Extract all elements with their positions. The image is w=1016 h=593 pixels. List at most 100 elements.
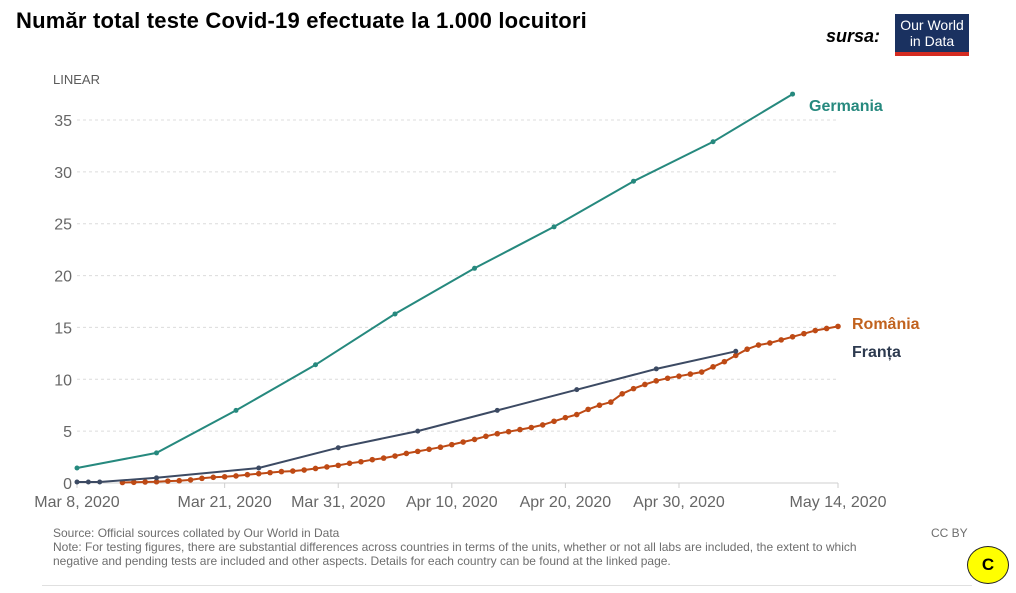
data-point[interactable]	[608, 399, 614, 405]
data-point[interactable]	[414, 448, 421, 455]
data-point[interactable]	[369, 456, 376, 463]
data-point[interactable]	[755, 342, 762, 348]
data-point[interactable]	[642, 381, 648, 388]
data-point[interactable]	[744, 346, 750, 353]
data-point[interactable]	[278, 468, 285, 475]
data-point[interactable]	[142, 479, 148, 485]
data-point[interactable]	[437, 444, 444, 451]
series-group	[74, 91, 841, 486]
data-point[interactable]	[494, 430, 501, 437]
data-point[interactable]	[165, 478, 171, 484]
data-point[interactable]	[619, 391, 625, 397]
data-point[interactable]	[153, 478, 160, 485]
data-point[interactable]	[574, 387, 580, 393]
data-point[interactable]	[290, 468, 296, 474]
data-point[interactable]	[335, 445, 341, 451]
data-point[interactable]	[790, 91, 796, 97]
data-point[interactable]	[823, 325, 830, 332]
series-line[interactable]	[122, 325, 839, 484]
data-point[interactable]	[653, 366, 659, 372]
data-point[interactable]	[562, 414, 569, 421]
data-point[interactable]	[403, 450, 410, 457]
data-point[interactable]	[801, 330, 807, 337]
line-chart: LINEAR 0 5 10 15 20 25 30 35 Mar 8, 2020 Mar 21,…	[34, 72, 920, 511]
data-point[interactable]	[494, 407, 500, 413]
data-point[interactable]	[767, 340, 773, 346]
data-point[interactable]	[630, 385, 637, 392]
data-point[interactable]	[698, 369, 705, 375]
data-point[interactable]	[426, 446, 432, 453]
series-românia	[119, 323, 841, 486]
data-point[interactable]	[472, 265, 478, 271]
data-point[interactable]	[528, 424, 535, 431]
data-point[interactable]	[176, 477, 183, 484]
data-point[interactable]	[539, 422, 546, 428]
data-point[interactable]	[778, 337, 785, 343]
data-point[interactable]	[346, 460, 353, 467]
data-point[interactable]	[415, 428, 421, 434]
data-point[interactable]	[130, 479, 137, 486]
owid-logo[interactable]: Our World in Data	[895, 14, 969, 56]
data-point[interactable]	[74, 465, 80, 471]
data-point[interactable]	[835, 323, 841, 330]
data-point[interactable]	[676, 373, 682, 379]
answer-badge: C	[967, 546, 1009, 584]
data-point[interactable]	[585, 406, 591, 413]
series-line[interactable]	[76, 93, 794, 469]
data-point[interactable]	[74, 479, 80, 485]
data-point[interactable]	[221, 473, 228, 480]
data-point[interactable]	[255, 470, 262, 477]
data-point[interactable]	[324, 464, 330, 470]
data-point[interactable]	[732, 352, 739, 359]
series-label[interactable]: România	[852, 316, 920, 333]
data-point[interactable]	[687, 371, 694, 377]
data-point[interactable]	[233, 473, 239, 479]
data-point[interactable]	[301, 467, 307, 473]
data-point[interactable]	[573, 411, 580, 418]
data-point[interactable]	[313, 362, 319, 368]
data-point[interactable]	[267, 469, 273, 476]
page-title: Număr total teste Covid-19 efectuate la …	[16, 8, 587, 33]
data-point[interactable]	[551, 418, 557, 425]
data-point[interactable]	[812, 327, 819, 334]
data-point[interactable]	[233, 407, 239, 413]
data-point[interactable]	[199, 475, 205, 482]
data-point[interactable]	[97, 479, 103, 485]
data-point[interactable]	[710, 364, 716, 370]
data-point[interactable]	[483, 433, 489, 440]
data-point[interactable]	[653, 378, 660, 384]
data-point[interactable]	[505, 428, 512, 435]
data-point[interactable]	[449, 441, 455, 448]
data-point[interactable]	[358, 458, 364, 465]
data-point[interactable]	[721, 358, 728, 365]
license-link[interactable]: CC BY	[931, 526, 968, 540]
data-point[interactable]	[312, 465, 319, 472]
data-point[interactable]	[664, 375, 671, 382]
y-tick-label: 25	[54, 217, 72, 234]
data-point[interactable]	[392, 311, 398, 317]
data-point[interactable]	[789, 333, 796, 340]
data-point[interactable]	[154, 475, 160, 481]
data-point[interactable]	[210, 474, 217, 481]
data-point[interactable]	[380, 455, 387, 461]
data-point[interactable]	[733, 348, 739, 354]
series-label[interactable]: Franța	[852, 344, 901, 361]
data-point[interactable]	[551, 224, 557, 230]
data-point[interactable]	[710, 139, 716, 145]
series-line[interactable]	[77, 350, 737, 483]
logo-line-1: Our World	[900, 17, 964, 33]
scale-label[interactable]: LINEAR	[53, 72, 100, 87]
data-point[interactable]	[392, 453, 398, 459]
data-point[interactable]	[460, 439, 466, 445]
data-point[interactable]	[154, 450, 160, 456]
data-point[interactable]	[335, 462, 342, 469]
data-point[interactable]	[517, 426, 523, 433]
data-point[interactable]	[85, 479, 91, 485]
data-point[interactable]	[596, 402, 603, 409]
data-point[interactable]	[471, 436, 478, 443]
data-point[interactable]	[244, 471, 251, 478]
data-point[interactable]	[256, 465, 262, 471]
data-point[interactable]	[187, 477, 194, 483]
series-label[interactable]: Germania	[809, 98, 883, 115]
data-point[interactable]	[631, 178, 637, 184]
